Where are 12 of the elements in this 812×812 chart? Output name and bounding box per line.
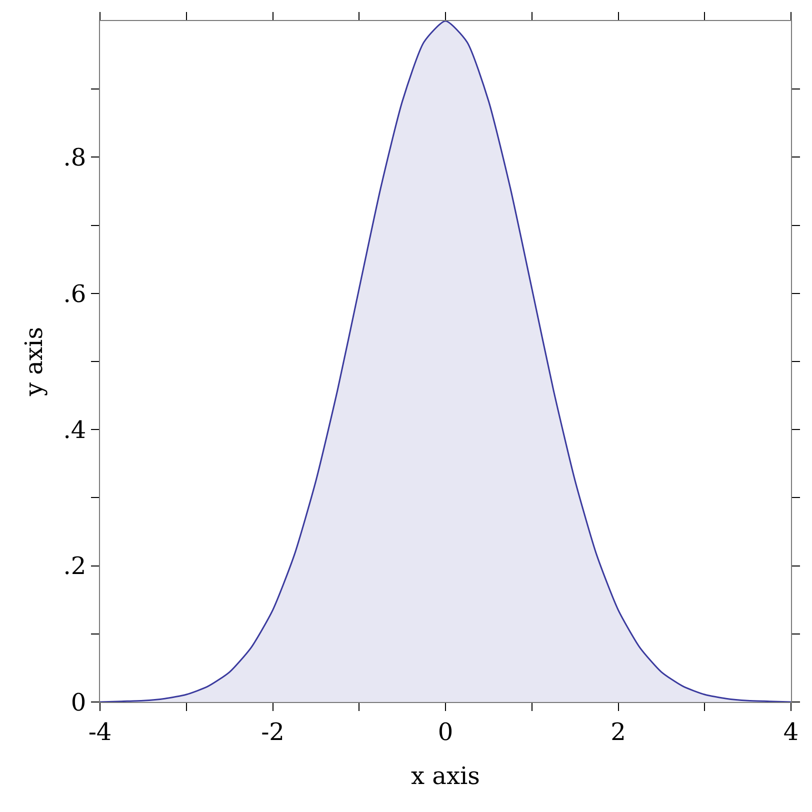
y-axis-title: y axis xyxy=(20,326,48,398)
x-tick-label: 0 xyxy=(438,718,454,746)
x-tick-label: 2 xyxy=(610,718,626,746)
y-tick-label: .6 xyxy=(63,280,86,308)
y-tick-label: .2 xyxy=(63,552,86,580)
x-tick-label: -2 xyxy=(261,718,284,746)
y-tick-label: .4 xyxy=(63,416,86,444)
x-tick-label: -4 xyxy=(88,718,112,746)
x-axis-title: x axis xyxy=(411,762,480,790)
x-tick-label: 4 xyxy=(783,718,799,746)
y-tick-label: .8 xyxy=(63,144,86,172)
y-tick-label: 0 xyxy=(70,688,86,716)
